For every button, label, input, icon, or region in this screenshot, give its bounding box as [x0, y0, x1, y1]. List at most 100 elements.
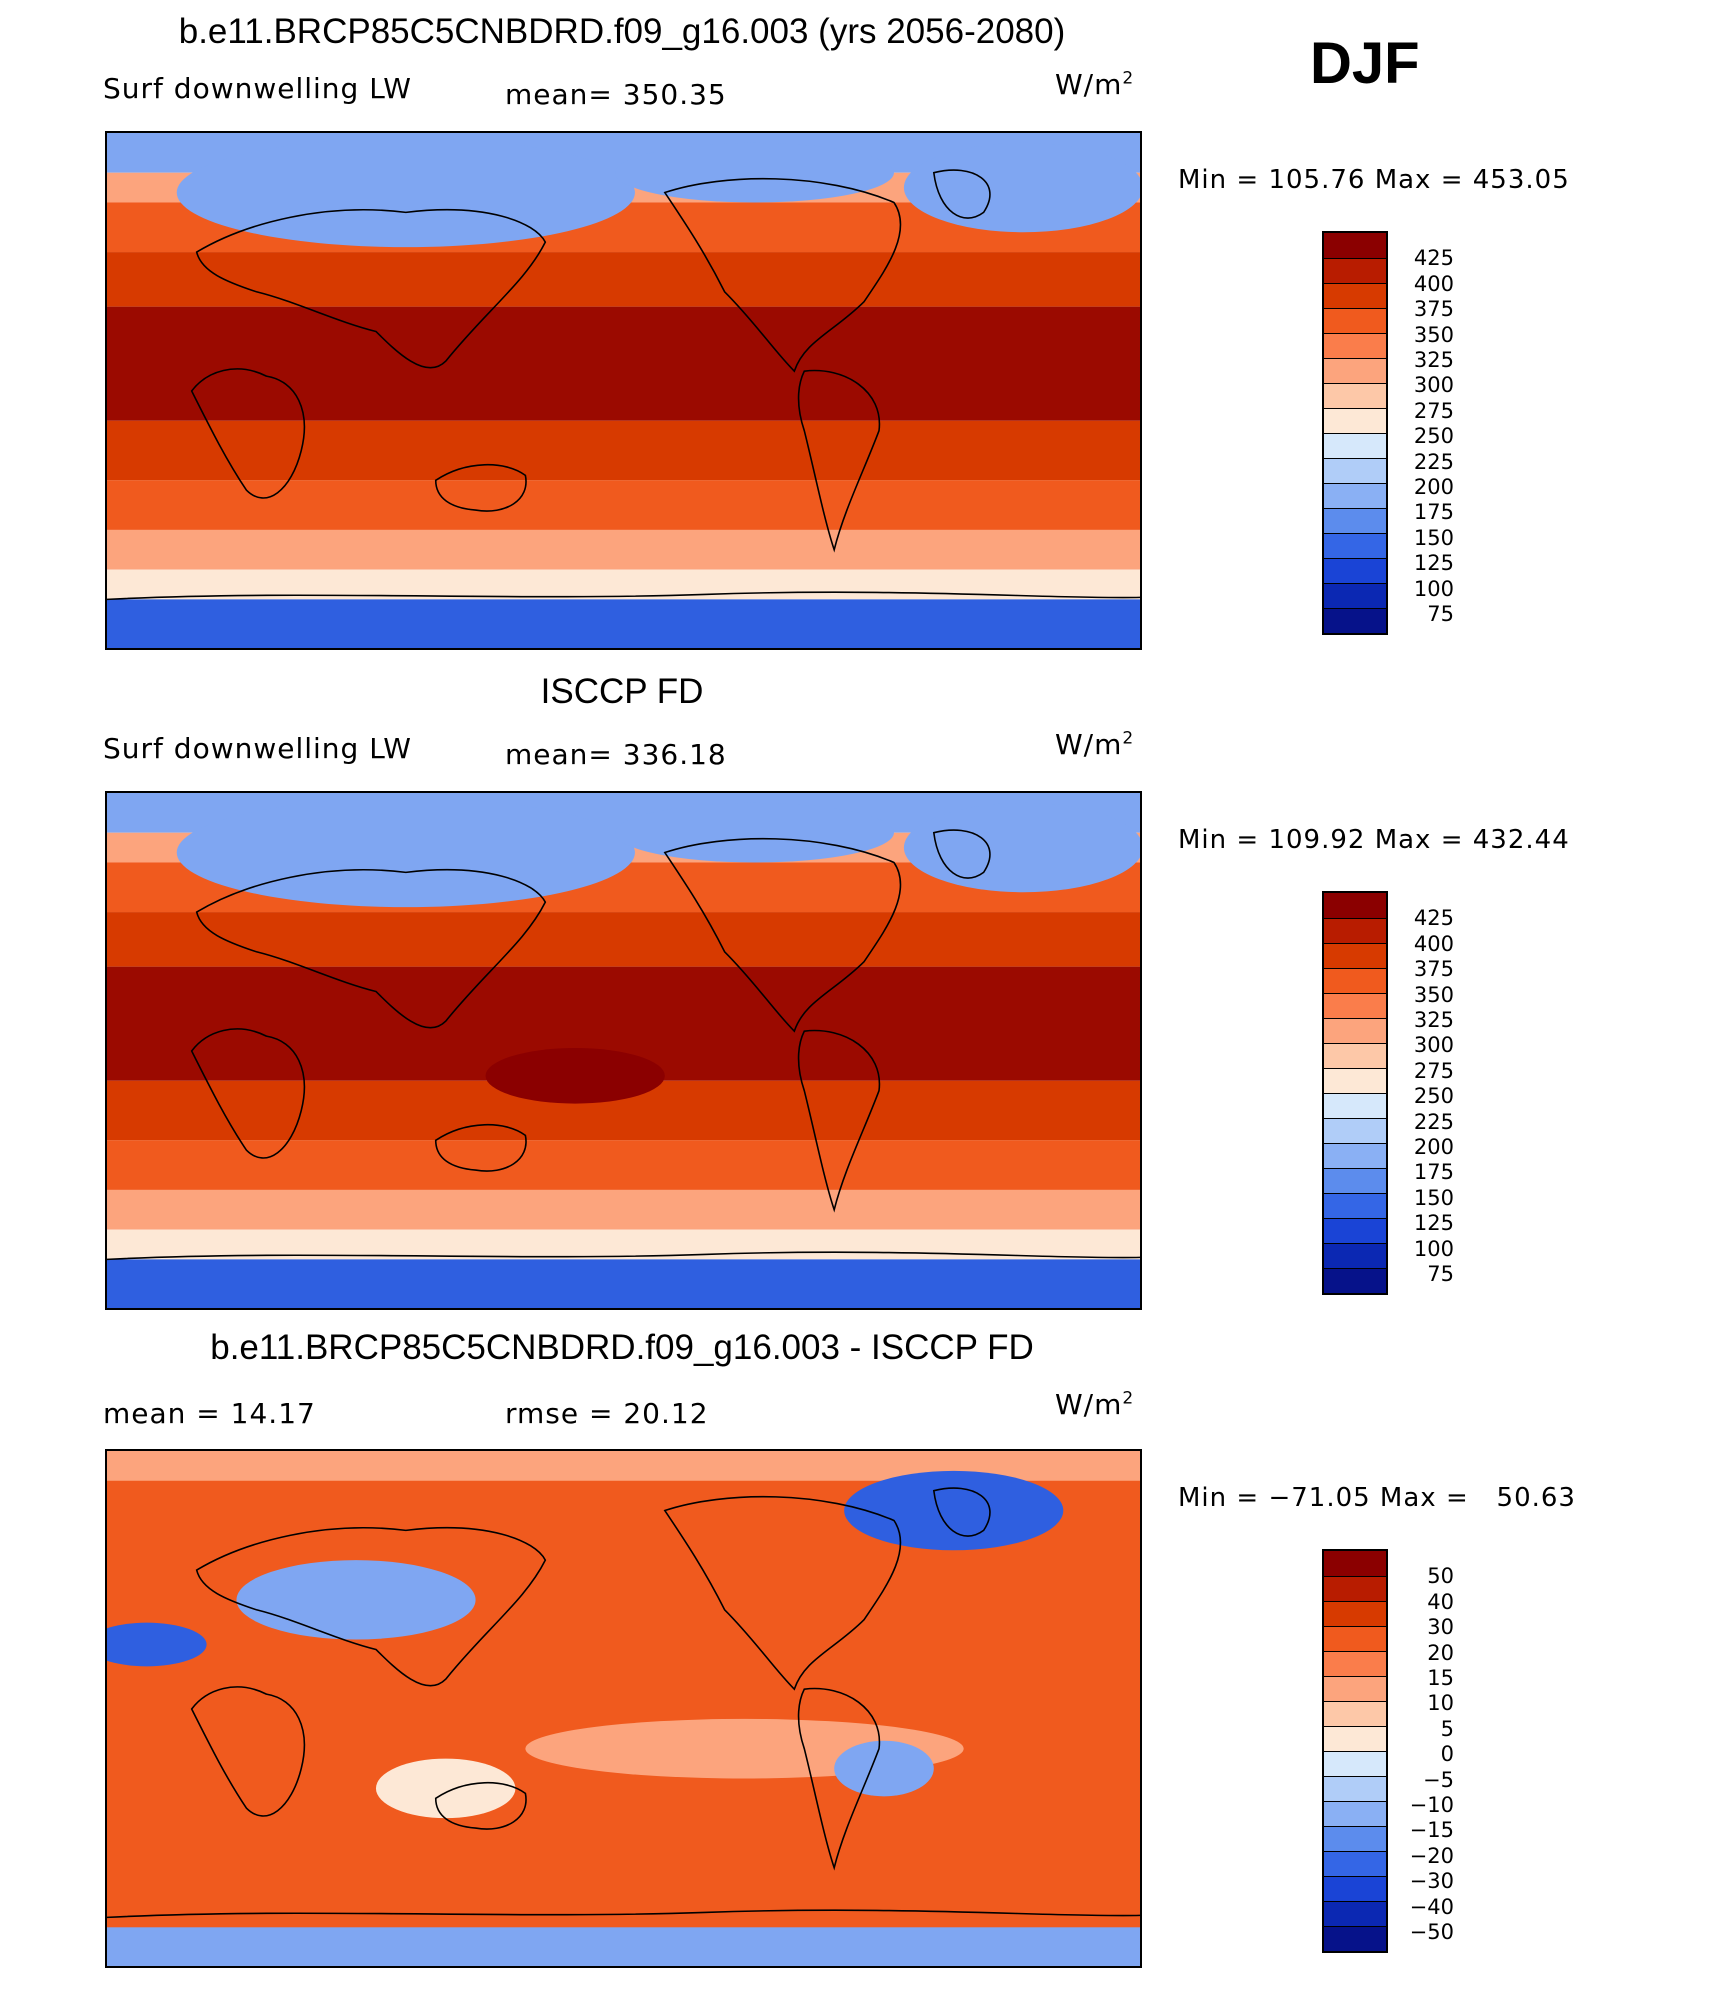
colorbar-tick-label: 150 [1413, 1185, 1454, 1210]
colorbar-swatch [1324, 608, 1386, 633]
panel1-mean-label: mean= 350.35 [505, 78, 727, 111]
colorbar-swatch [1324, 1243, 1386, 1268]
colorbar-swatch [1324, 1168, 1386, 1193]
colorbar-swatch [1324, 1093, 1386, 1118]
colorbar-swatch [1324, 1018, 1386, 1043]
colorbar-tick-label: 250 [1413, 1084, 1454, 1109]
panel2-title: ISCCP FD [540, 672, 704, 711]
colorbar-swatch [1324, 1143, 1386, 1168]
colorbar-tick-label: 200 [1413, 475, 1454, 499]
colorbar-tick-label: 175 [1413, 500, 1454, 525]
difference-map [105, 1449, 1142, 1968]
colorbar-swatch [1324, 433, 1386, 458]
colorbar-swatch [1324, 333, 1386, 358]
colorbar-swatch [1324, 1576, 1386, 1601]
colorbar-swatch [1324, 943, 1386, 968]
panel2-mean-label: mean= 336.18 [505, 738, 727, 771]
colorbar-swatch [1324, 1826, 1386, 1851]
colorbar-tick-label: 20 [1427, 1640, 1454, 1665]
colorbar-swatch [1324, 1626, 1386, 1651]
colorbar-swatch [1324, 233, 1386, 258]
coastlines [107, 169, 1140, 601]
colorbar-swatch [1324, 458, 1386, 483]
colorbar-tick-label: 100 [1413, 1236, 1454, 1261]
model-map [105, 131, 1142, 650]
panel2-min-max: Min = 109.92 Max = 432.44 [1178, 825, 1570, 855]
colorbar-tick-label: 75 [1427, 602, 1454, 626]
panel3-title: b.e11.BRCP85C5CNBDRD.f09_g16.003 - ISCCP… [210, 1328, 1034, 1367]
colorbar-tick-label: 200 [1413, 1135, 1454, 1159]
colorbar-swatch [1324, 1851, 1386, 1876]
colorbar-swatch [1324, 1218, 1386, 1243]
panel2-variable-label: Surf downwelling LW [103, 732, 412, 765]
colorbar-tick-label: 250 [1413, 424, 1454, 449]
colorbar-tick-label: 300 [1413, 1033, 1454, 1058]
colorbar-tick-label: 125 [1413, 551, 1454, 576]
colorbar-tick-label: 300 [1413, 373, 1454, 398]
colorbar-tick-label: 350 [1413, 322, 1454, 347]
colorbar-tick-label: 375 [1413, 297, 1454, 322]
colorbar-swatch [1324, 533, 1386, 558]
colorbar-swatch [1324, 1551, 1386, 1576]
colorbar-swatch [1324, 1876, 1386, 1901]
colorbar-tick-label: 150 [1413, 525, 1454, 550]
colorbar-tick-label: 325 [1413, 348, 1454, 372]
colorbar-swatch [1324, 358, 1386, 383]
colorbar-swatch [1324, 1651, 1386, 1676]
colorbar-tick-label: 75 [1427, 1262, 1454, 1286]
panel3-mean-label: mean = 14.17 [103, 1397, 316, 1430]
colorbar-swatch [1324, 1043, 1386, 1068]
colorbar-swatch [1324, 968, 1386, 993]
panel1-units: W/m2 [1055, 68, 1135, 101]
field-shading [107, 1451, 1140, 1966]
colorbar-swatch [1324, 1676, 1386, 1701]
colorbar-tick-label: 375 [1413, 957, 1454, 982]
colorbar-swatch [1324, 1801, 1386, 1826]
panel1-colorbar [1322, 231, 1388, 635]
field-shading [107, 133, 1140, 648]
colorbar-tick-label: −5 [1423, 1767, 1454, 1792]
colorbar-swatch [1324, 508, 1386, 533]
colorbar-tick-label: 100 [1413, 576, 1454, 601]
colorbar-swatch [1324, 408, 1386, 433]
colorbar-tick-label: 30 [1427, 1615, 1454, 1640]
colorbar-swatch [1324, 383, 1386, 408]
panel2-units: W/m2 [1055, 728, 1135, 761]
colorbar-tick-label: 350 [1413, 982, 1454, 1007]
colorbar-swatch [1324, 1193, 1386, 1218]
panel1-variable-label: Surf downwelling LW [103, 72, 412, 105]
colorbar-tick-label: −10 [1409, 1793, 1454, 1817]
colorbar-tick-label: 5 [1440, 1716, 1454, 1741]
colorbar-tick-label: 275 [1413, 1058, 1454, 1083]
colorbar-swatch [1324, 1268, 1386, 1293]
colorbar-swatch [1324, 1701, 1386, 1726]
colorbar-tick-label: 225 [1413, 1109, 1454, 1134]
panel3-min-max: Min = −71.05 Max = 50.63 [1178, 1483, 1576, 1513]
colorbar-swatch [1324, 1901, 1386, 1926]
colorbar-tick-label: −20 [1409, 1843, 1454, 1868]
colorbar-swatch [1324, 918, 1386, 943]
coastlines [107, 829, 1140, 1261]
colorbar-swatch [1324, 1751, 1386, 1776]
colorbar-tick-label: 325 [1413, 1008, 1454, 1032]
colorbar-tick-label: 175 [1413, 1160, 1454, 1185]
panel2-colorbar [1322, 891, 1388, 1295]
colorbar-tick-label: 400 [1413, 931, 1454, 956]
colorbar-swatch [1324, 1776, 1386, 1801]
colorbar-swatch [1324, 1601, 1386, 1626]
colorbar-tick-label: 400 [1413, 271, 1454, 296]
colorbar-tick-label: 0 [1440, 1742, 1454, 1767]
field-shading [107, 793, 1140, 1308]
colorbar-swatch [1324, 308, 1386, 333]
colorbar-swatch [1324, 483, 1386, 508]
colorbar-tick-label: 425 [1413, 906, 1454, 931]
panel1-title: b.e11.BRCP85C5CNBDRD.f09_g16.003 (yrs 20… [178, 12, 1066, 51]
colorbar-swatch [1324, 993, 1386, 1018]
colorbar-swatch [1324, 583, 1386, 608]
colorbar-swatch [1324, 1118, 1386, 1143]
panel3-units: W/m2 [1055, 1388, 1135, 1421]
colorbar-tick-label: −30 [1409, 1869, 1454, 1894]
coastlines [107, 1487, 1140, 1919]
season-label: DJF [1310, 31, 1420, 96]
colorbar-tick-label: 225 [1413, 449, 1454, 474]
